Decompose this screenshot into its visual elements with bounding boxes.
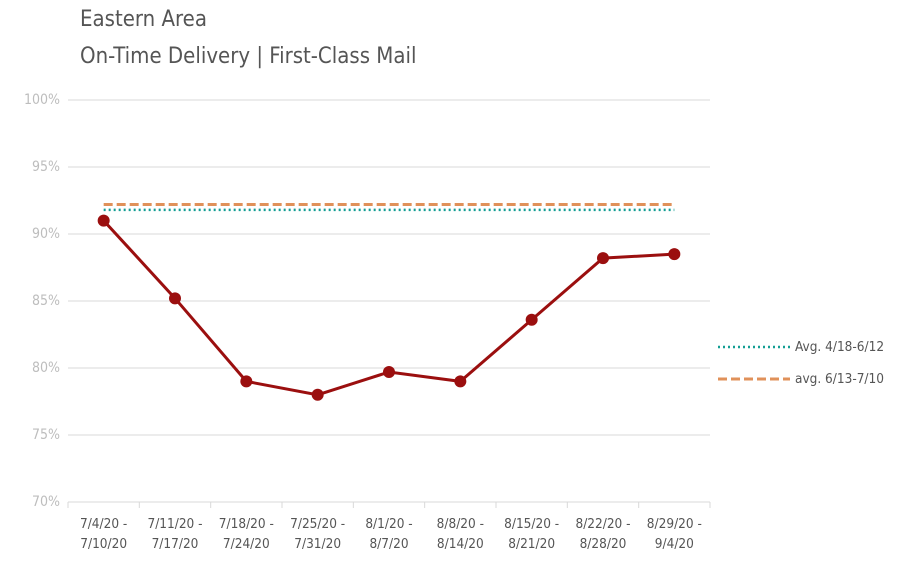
y-tick-label: 95%	[32, 159, 60, 175]
x-tick-label: 8/22/20 -	[575, 516, 630, 532]
x-tick-label: 8/1/20 -	[365, 516, 412, 532]
x-tick-label: 7/18/20 -	[219, 516, 274, 532]
y-tick-label: 85%	[32, 293, 60, 309]
chart-title: Eastern Area	[80, 7, 207, 32]
data-point	[169, 292, 181, 305]
x-tick-label: 7/10/20	[80, 536, 127, 552]
data-point	[525, 313, 538, 326]
x-tick-label: 8/14/20	[437, 536, 484, 552]
x-tick-label: 9/4/20	[655, 536, 694, 552]
data-point	[97, 214, 110, 227]
data-point	[668, 248, 681, 261]
data-point	[311, 388, 324, 401]
y-tick-label: 80%	[32, 360, 60, 376]
data-point	[240, 375, 253, 388]
legend-label: avg. 6/13-7/10	[795, 371, 884, 387]
x-tick-label: 8/7/20	[369, 536, 408, 552]
x-tick-label: 8/21/20	[508, 536, 555, 552]
x-tick-label: 7/31/20	[294, 536, 341, 552]
x-tick-label: 7/4/20 -	[80, 516, 127, 532]
data-point	[454, 375, 467, 388]
data-point	[597, 252, 609, 265]
chart-subtitle: On-Time Delivery | First-Class Mail	[80, 44, 417, 69]
legend-label: Avg. 4/18-6/12	[795, 339, 884, 355]
x-tick-label: 8/28/20	[580, 536, 627, 552]
x-tick-label: 7/24/20	[223, 536, 270, 552]
data-point	[383, 366, 395, 379]
y-tick-label: 75%	[32, 427, 60, 443]
x-tick-label: 8/8/20 -	[437, 516, 484, 532]
x-tick-label: 7/11/20 -	[147, 516, 202, 532]
x-tick-label: 8/29/20 -	[647, 516, 702, 532]
y-tick-label: 90%	[32, 226, 60, 242]
y-tick-label: 70%	[32, 494, 60, 510]
x-tick-label: 7/25/20 -	[290, 516, 345, 532]
x-tick-label: 7/17/20	[152, 536, 199, 552]
y-tick-label: 100%	[24, 92, 60, 108]
x-tick-label: 8/15/20 -	[504, 516, 559, 532]
